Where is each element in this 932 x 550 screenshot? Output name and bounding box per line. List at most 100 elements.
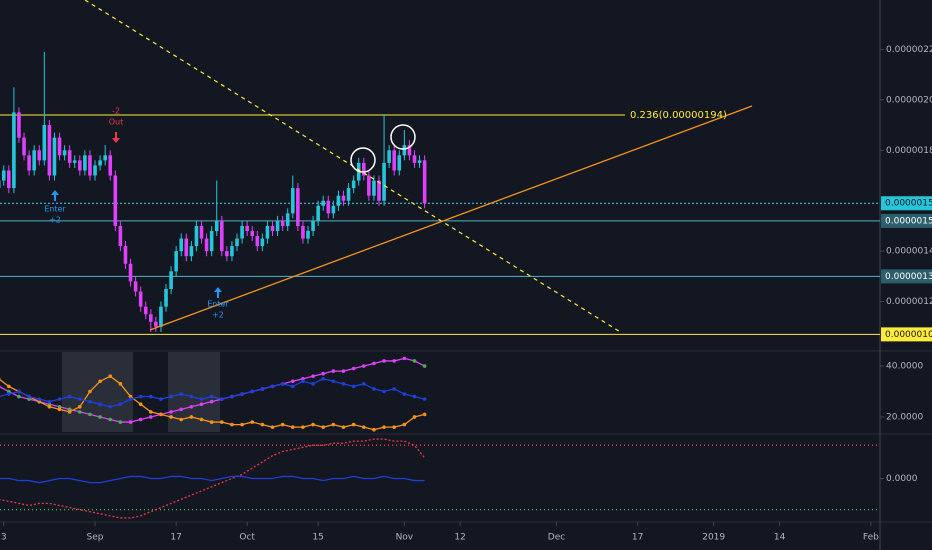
indicator-dot: [311, 422, 315, 427]
candle-body: [169, 271, 173, 289]
candle-body: [47, 125, 52, 176]
indicator-dot: [199, 417, 204, 422]
candle-body: [88, 155, 92, 176]
indicator-dot: [57, 404, 62, 409]
price-label: 0.00000107: [885, 330, 932, 340]
candle-body: [392, 150, 397, 171]
candle-body: [321, 200, 326, 206]
indicator-dot: [78, 410, 82, 414]
indicator-dot: [220, 397, 224, 401]
indicator-dot: [321, 425, 326, 429]
indicator-dot: [7, 392, 11, 396]
candle-body: [220, 220, 224, 252]
candle-body: [240, 225, 244, 239]
indicator-dot: [402, 356, 407, 361]
candle-body: [214, 220, 219, 231]
candle-body: [372, 180, 376, 196]
indicator-dot: [341, 425, 346, 429]
enter-arrow: [214, 287, 222, 298]
candle-body: [103, 155, 107, 161]
indicator-dot: [27, 394, 31, 399]
indicator-dot: [159, 397, 163, 401]
candle-body: [250, 230, 255, 237]
indicator-dot: [209, 399, 214, 404]
indicator-dot: [88, 389, 92, 394]
indicator-dot: [260, 387, 265, 391]
candle-body: [32, 150, 36, 171]
candle-body: [245, 225, 249, 231]
candle-body: [7, 170, 11, 189]
candle-body: [138, 291, 143, 307]
indicator-dot: [7, 384, 11, 389]
indicator-dot: [67, 407, 72, 412]
annotation: Enter: [44, 205, 66, 214]
indicator-dot: [37, 397, 42, 401]
indicator-dot: [240, 422, 244, 427]
x-tick-label: 3: [1, 533, 7, 543]
candle-body: [27, 155, 31, 171]
indicator-dot: [149, 415, 153, 419]
indicator-dot: [128, 394, 133, 399]
indicator-dot: [199, 397, 204, 401]
candle-body: [113, 175, 118, 226]
candle-body: [1, 170, 6, 181]
candle-body: [326, 200, 331, 214]
exit-arrow: [112, 132, 120, 143]
x-tick-label: Nov: [396, 533, 414, 543]
candle-body: [351, 180, 356, 189]
candle-body: [377, 180, 381, 201]
candle-body: [17, 112, 21, 138]
indicator-dot: [220, 420, 224, 424]
indicator-dot: [280, 422, 285, 427]
indicator-dot: [240, 392, 244, 396]
indicator-dot: [382, 389, 386, 394]
indicator-dot: [179, 407, 184, 412]
indicator-dot: [47, 399, 52, 404]
indicator-dot: [78, 397, 82, 401]
fib-label: 0.236(0.00000194): [630, 110, 727, 121]
indicator-dot: [351, 366, 356, 371]
indicator-dot: [57, 407, 62, 412]
x-tick-label: 12: [454, 533, 465, 543]
indicator-dot: [98, 415, 102, 419]
indicator-dot: [149, 410, 153, 414]
candle-body: [42, 125, 47, 161]
indicator-dot: [57, 397, 62, 401]
indicator-dot: [351, 422, 356, 427]
indicator-dot: [179, 392, 184, 396]
candle-body: [199, 225, 204, 239]
candle-body: [275, 220, 280, 231]
y-tick-label: 20.0000: [886, 412, 923, 422]
indicator-dot: [230, 422, 234, 427]
annotation: +2: [49, 216, 61, 225]
indicator-dot: [372, 427, 376, 432]
candle-body: [235, 238, 239, 247]
indicator-dot: [98, 379, 102, 384]
x-tick-label: Feb: [863, 533, 879, 543]
x-tick-label: 17: [632, 533, 643, 543]
indicator-dot: [138, 394, 143, 399]
indicator-dot: [392, 425, 397, 429]
candle-body: [255, 236, 260, 247]
x-tick-label: 15: [312, 533, 323, 543]
indicator-dot: [138, 417, 143, 422]
candle-body: [98, 160, 102, 166]
candle-body: [361, 162, 366, 176]
indicator-dot: [301, 379, 305, 384]
candle-body: [382, 162, 386, 201]
y-tick-label: 40.0000: [886, 362, 923, 372]
indicator-dot: [321, 371, 326, 376]
candle-body: [336, 195, 341, 206]
indicator-dot: [108, 404, 113, 409]
candle-body: [78, 160, 82, 171]
indicator-dot: [169, 410, 173, 414]
candle-body: [301, 225, 305, 239]
annotation: +2: [212, 311, 224, 320]
indicator-dot: [27, 397, 31, 401]
indicator-dot: [412, 415, 417, 419]
indicator-dot: [341, 369, 346, 373]
annotation: Out: [109, 118, 124, 127]
indicator-dot: [17, 394, 21, 399]
